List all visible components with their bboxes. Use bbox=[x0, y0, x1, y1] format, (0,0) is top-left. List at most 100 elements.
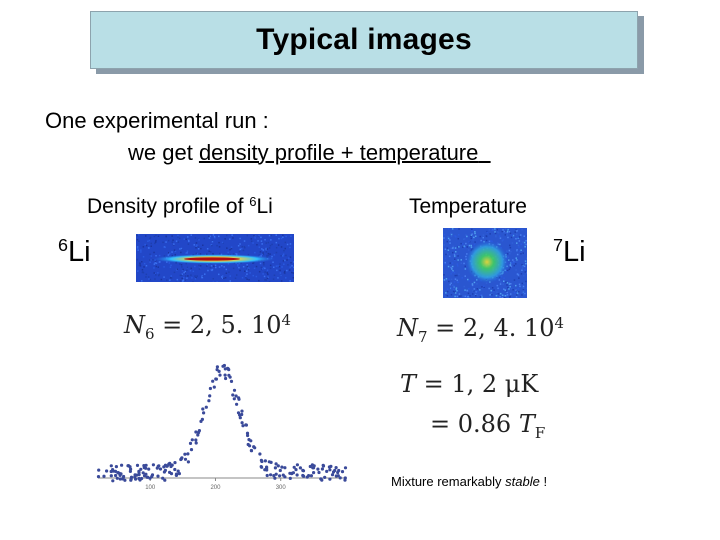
noise-pixel bbox=[209, 266, 212, 269]
data-point bbox=[241, 424, 245, 428]
noise-pixel bbox=[145, 276, 147, 278]
noise-pixel bbox=[463, 238, 466, 240]
noise-pixel bbox=[172, 239, 174, 241]
noise-pixel bbox=[510, 250, 512, 253]
noise-pixel bbox=[169, 279, 171, 281]
data-point bbox=[120, 477, 125, 481]
noise-pixel bbox=[286, 269, 288, 272]
noise-pixel bbox=[504, 234, 507, 236]
noise-pixel bbox=[512, 236, 514, 238]
noise-pixel bbox=[142, 246, 145, 248]
result-prefix: we get bbox=[128, 140, 199, 165]
noise-pixel bbox=[476, 294, 478, 296]
noise-pixel bbox=[188, 239, 190, 242]
noise-pixel bbox=[523, 282, 525, 284]
data-point bbox=[227, 373, 231, 377]
noise-pixel bbox=[275, 251, 278, 254]
noise-pixel bbox=[141, 280, 143, 282]
noise-pixel bbox=[268, 247, 271, 249]
noise-pixel bbox=[190, 234, 192, 236]
noise-pixel bbox=[282, 255, 284, 257]
data-point bbox=[301, 473, 305, 478]
noise-pixel bbox=[144, 243, 146, 246]
noise-pixel bbox=[187, 236, 189, 238]
li6-density-image bbox=[136, 234, 294, 282]
noise-pixel bbox=[155, 274, 157, 276]
noise-pixel bbox=[497, 231, 499, 233]
noise-pixel bbox=[448, 280, 450, 283]
data-point bbox=[319, 477, 323, 481]
data-point bbox=[323, 475, 327, 479]
noise-pixel bbox=[447, 253, 449, 255]
noise-pixel bbox=[166, 279, 168, 281]
noise-pixel bbox=[253, 267, 256, 270]
noise-pixel bbox=[475, 291, 477, 293]
data-point bbox=[272, 474, 276, 478]
noise-pixel bbox=[495, 295, 498, 297]
noise-pixel bbox=[454, 274, 456, 277]
data-point bbox=[151, 463, 155, 467]
noise-pixel bbox=[456, 274, 458, 277]
noise-pixel bbox=[263, 262, 265, 264]
noise-pixel bbox=[212, 278, 214, 280]
noise-pixel bbox=[179, 237, 181, 239]
noise-pixel bbox=[246, 268, 249, 270]
noise-pixel bbox=[450, 278, 453, 281]
noise-pixel bbox=[229, 280, 231, 282]
noise-pixel bbox=[173, 271, 176, 274]
noise-pixel bbox=[267, 273, 269, 275]
data-point bbox=[338, 476, 342, 480]
noise-pixel bbox=[250, 238, 253, 240]
data-point bbox=[235, 402, 239, 406]
noise-pixel bbox=[467, 296, 469, 298]
noise-pixel bbox=[509, 266, 512, 269]
noise-pixel bbox=[504, 289, 506, 291]
noise-pixel bbox=[458, 246, 460, 248]
noise-pixel bbox=[262, 273, 264, 275]
n6-formula: N6 = 2, 5. 104 bbox=[124, 310, 291, 343]
data-point bbox=[325, 469, 329, 473]
noise-pixel bbox=[517, 274, 520, 276]
noise-pixel bbox=[219, 252, 221, 255]
noise-pixel bbox=[463, 246, 466, 248]
noise-pixel bbox=[279, 269, 281, 272]
noise-pixel bbox=[523, 275, 525, 277]
noise-pixel bbox=[180, 251, 182, 254]
noise-pixel bbox=[501, 294, 504, 296]
noise-pixel bbox=[501, 296, 503, 298]
noise-pixel bbox=[230, 246, 233, 248]
noise-pixel bbox=[494, 228, 496, 230]
noise-pixel bbox=[177, 241, 180, 243]
noise-pixel bbox=[254, 237, 256, 239]
data-point bbox=[144, 466, 148, 470]
noise-pixel bbox=[513, 291, 516, 294]
noise-pixel bbox=[496, 294, 499, 296]
noise-pixel bbox=[265, 242, 267, 244]
noise-pixel bbox=[513, 264, 515, 267]
noise-pixel bbox=[465, 242, 467, 245]
noise-pixel bbox=[490, 289, 492, 292]
title-box: Typical images bbox=[90, 11, 638, 69]
data-point bbox=[214, 377, 218, 381]
noise-pixel bbox=[457, 246, 459, 248]
noise-pixel bbox=[282, 260, 285, 262]
noise-pixel bbox=[247, 253, 250, 256]
noise-pixel bbox=[495, 234, 497, 236]
noise-pixel bbox=[447, 265, 450, 268]
data-point bbox=[168, 470, 172, 474]
noise-pixel bbox=[241, 245, 243, 248]
noise-pixel bbox=[231, 234, 233, 236]
noise-pixel bbox=[213, 235, 216, 238]
noise-pixel bbox=[153, 235, 156, 238]
noise-pixel bbox=[504, 228, 507, 230]
noise-pixel bbox=[257, 240, 259, 242]
noise-pixel bbox=[174, 250, 177, 253]
noise-pixel bbox=[181, 277, 183, 280]
noise-pixel bbox=[169, 252, 171, 254]
noise-pixel bbox=[208, 237, 211, 239]
noise-pixel bbox=[444, 257, 447, 260]
data-point bbox=[328, 468, 332, 472]
data-point bbox=[280, 465, 284, 469]
data-point bbox=[265, 468, 269, 472]
noise-pixel bbox=[472, 239, 474, 241]
